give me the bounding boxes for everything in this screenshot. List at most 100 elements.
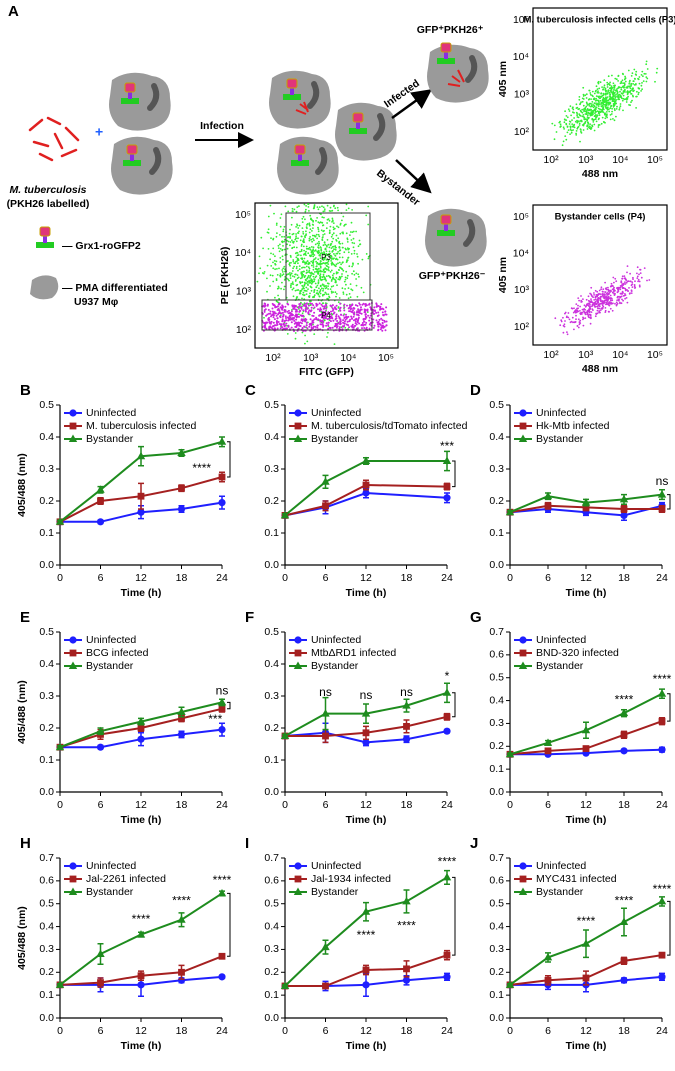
flow-event [596, 309, 599, 312]
y-tick-label: 0.7 [489, 852, 504, 864]
flow-event [638, 280, 641, 283]
point [658, 973, 666, 981]
flow-event [382, 314, 385, 316]
flow-event [316, 289, 319, 292]
flow-event [305, 286, 308, 289]
flow-event [594, 90, 597, 93]
y-tick-label: 0.1 [39, 527, 54, 539]
flow-event [330, 285, 333, 288]
flow-event [295, 310, 298, 313]
flow-event [318, 242, 321, 245]
flow-event [327, 260, 330, 263]
flow-event [608, 102, 610, 105]
flow-event [281, 274, 284, 277]
flow-event [632, 80, 635, 82]
flow-event [576, 121, 579, 124]
flow-event [356, 253, 358, 255]
flow-event [603, 295, 606, 297]
flow-event [346, 241, 349, 243]
point [657, 896, 667, 905]
flow-event [272, 316, 275, 319]
flow-y-label: PE (PKH26) [219, 247, 231, 305]
flow-event [606, 107, 609, 109]
flow-event [606, 81, 609, 84]
flow-event [341, 273, 343, 275]
flow-event [584, 94, 587, 97]
flow-event [289, 241, 292, 243]
flow-event [289, 314, 292, 317]
flow-event [630, 83, 632, 86]
flow-event [298, 313, 300, 316]
flow-y-tick: 10² [514, 321, 530, 333]
flow-event [637, 278, 640, 281]
flow-event [599, 81, 602, 84]
flow-event [322, 257, 324, 260]
flow-event [301, 227, 304, 230]
flow-event [604, 88, 607, 91]
flow-event [378, 318, 381, 321]
flow-event [345, 317, 348, 320]
flow-event [564, 119, 566, 121]
flow-event [310, 280, 313, 283]
flow-event [597, 107, 600, 110]
flow-event [258, 272, 260, 275]
flow-event [314, 243, 317, 246]
flow-event [569, 321, 572, 324]
flow-event [624, 91, 626, 93]
flow-event [283, 225, 286, 228]
flow-event [305, 321, 308, 324]
point [443, 483, 451, 490]
y-tick-label: 0.5 [39, 897, 54, 909]
flow-event [624, 75, 626, 78]
flow-event [298, 303, 301, 306]
point [322, 732, 329, 740]
flow-event [291, 216, 293, 219]
flow-event [603, 112, 606, 115]
x-tick-label: 12 [360, 1025, 372, 1037]
flow-event [330, 260, 332, 262]
x-axis-label: Time (h) [346, 1040, 387, 1052]
flow-event [318, 310, 321, 312]
flow-event [343, 309, 346, 312]
flow-event [283, 325, 286, 328]
flow-event [604, 307, 607, 309]
flow-event [287, 325, 290, 328]
flow-event [577, 307, 579, 310]
flow-event [615, 78, 618, 81]
flow-event [322, 293, 324, 296]
flow-event [258, 255, 261, 258]
flow-event [348, 304, 351, 307]
flow-event [308, 231, 311, 234]
flow-event [301, 217, 304, 220]
flow-event [269, 258, 271, 261]
flow-event [582, 98, 585, 100]
legend-label: Bystander [86, 886, 134, 898]
flow-event [313, 271, 316, 273]
flow-event [269, 274, 272, 277]
flow-event [383, 320, 386, 323]
flow-event [326, 222, 328, 224]
flow-event [271, 310, 274, 313]
flow-event [598, 305, 601, 308]
flow-event [633, 89, 635, 92]
flow-event [573, 328, 575, 331]
y-tick-label: 0.3 [264, 690, 279, 702]
flow-event [325, 244, 328, 247]
flow-event [621, 283, 624, 285]
flow-event [333, 278, 336, 281]
flow-event [281, 249, 284, 252]
x-tick-label: 18 [618, 1025, 630, 1037]
flow-event [612, 118, 614, 120]
panel-label: I [245, 835, 249, 852]
flow-event [367, 255, 370, 258]
flow-event [353, 273, 356, 276]
flow-event [346, 277, 349, 280]
flow-event [284, 310, 286, 313]
flow-event [559, 126, 562, 128]
flow-event [598, 95, 601, 98]
flow-event [601, 110, 604, 113]
flow-event [608, 91, 611, 94]
x-tick-label: 12 [360, 572, 372, 584]
flow-event [283, 320, 286, 323]
flow-event [579, 305, 581, 308]
